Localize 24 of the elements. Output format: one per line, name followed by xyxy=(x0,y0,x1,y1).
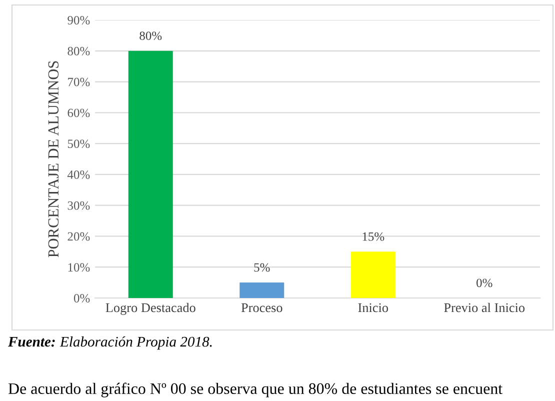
data-label: 80% xyxy=(140,32,162,40)
source-note: Fuente: Elaboración Propia 2018. xyxy=(8,336,212,350)
y-tick-label: 0% xyxy=(74,294,90,302)
x-tick-label: Inicio xyxy=(358,303,388,312)
y-tick-label: 40% xyxy=(67,170,90,179)
y-axis-title: PORCENTAJE DE ALUMNOS xyxy=(48,61,59,258)
x-tick-label: Logro Destacado xyxy=(106,302,196,315)
y-tick-label: 70% xyxy=(68,78,90,86)
y-tick-label: 90% xyxy=(68,16,90,24)
data-label: 0% xyxy=(476,278,492,288)
text: De acuerdo al gráfico Nº 00 se observa que un 80% de estudiantes se encuent xyxy=(8,382,502,398)
y-tick-label: 30% xyxy=(68,201,90,210)
y-tick-label: 10% xyxy=(68,263,90,272)
x-tick-label: Previo al Inicio xyxy=(444,302,525,312)
data-label: 5% xyxy=(254,263,270,272)
y-tick-label: 20% xyxy=(68,232,90,241)
y-tick-label: 60% xyxy=(68,108,90,118)
y-tick-label: 50% xyxy=(68,140,90,148)
bar xyxy=(240,282,284,298)
x-tick-label: Proceso xyxy=(241,303,282,312)
y-tick-label: 80% xyxy=(68,46,90,56)
bar xyxy=(128,50,173,298)
bar xyxy=(350,252,396,298)
data-label: 15% xyxy=(362,232,384,241)
